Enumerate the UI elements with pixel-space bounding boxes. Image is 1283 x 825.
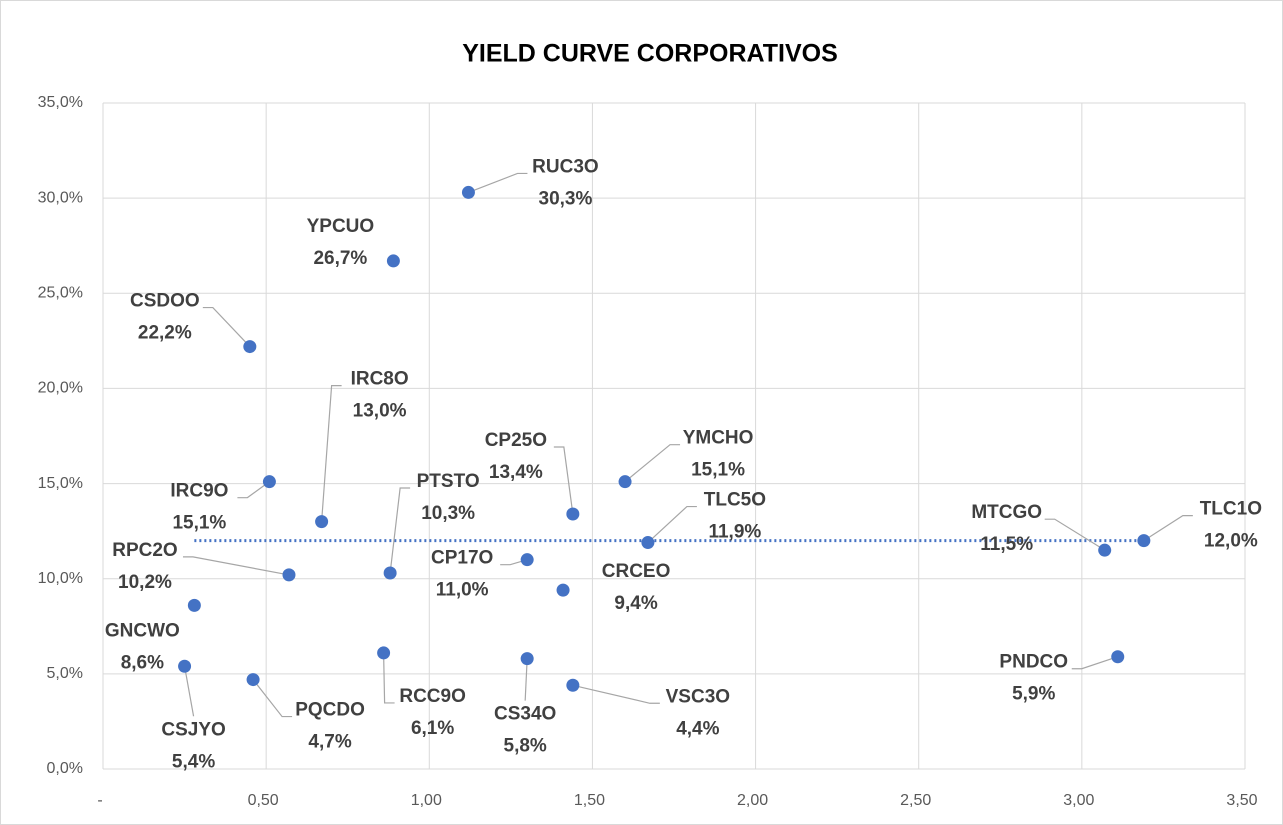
value-label: 11,9%: [708, 522, 761, 543]
value-label: 8,6%: [121, 652, 164, 673]
point-label: RCC9O: [399, 686, 466, 707]
y-tick-label: 15,0%: [38, 475, 83, 492]
point: [520, 652, 534, 666]
value-label: 5,8%: [504, 736, 547, 757]
point: [383, 566, 397, 580]
value-label: 5,9%: [1012, 684, 1055, 705]
point: [1137, 534, 1151, 548]
value-label: 30,3%: [539, 188, 593, 209]
point-label: RUC3O: [532, 156, 599, 177]
point: [262, 475, 276, 489]
point: [386, 254, 400, 268]
point: [566, 507, 580, 521]
leader-line: [383, 652, 395, 704]
chart-title: YIELD CURVE CORPORATIVOS: [462, 40, 838, 68]
value-label: 9,4%: [614, 593, 657, 614]
leader-line: [237, 481, 270, 499]
point-label: TLC5O: [704, 490, 766, 511]
value-label: 11,5%: [980, 534, 1033, 555]
point: [246, 673, 260, 687]
leader-line: [183, 666, 195, 717]
x-tick-label: 2,50: [900, 792, 931, 809]
y-tick-label: 30,0%: [38, 189, 83, 206]
point: [1098, 543, 1112, 557]
point-label: PTSTO: [417, 471, 480, 492]
point: [566, 678, 580, 692]
leader-line: [524, 658, 528, 701]
point-label: CS34O: [494, 704, 556, 725]
point-label: CP17O: [431, 548, 493, 569]
leader-line: [389, 487, 411, 574]
leader-line: [202, 306, 251, 347]
point-label: IRC8O: [351, 369, 409, 390]
leader-line: [572, 684, 660, 704]
point-label: VSC3O: [666, 686, 730, 707]
value-label: 15,1%: [691, 460, 745, 481]
point-label: CSDOO: [130, 291, 200, 312]
value-label: 15,1%: [172, 513, 226, 534]
leader-line: [182, 556, 290, 576]
point-label: MTCGO: [971, 502, 1042, 523]
point-label: TLC1O: [1200, 499, 1262, 520]
y-tick-label: 20,0%: [38, 380, 83, 397]
x-tick-label: 1,50: [574, 792, 605, 809]
value-label: 13,4%: [489, 462, 543, 483]
value-label: 4,7%: [308, 732, 351, 753]
leader-line: [553, 446, 574, 515]
x-tick-label: 0,50: [248, 792, 279, 809]
value-label: 10,2%: [118, 572, 172, 593]
y-tick-label: 5,0%: [47, 665, 83, 682]
point: [377, 646, 391, 660]
value-label: 26,7%: [313, 248, 367, 269]
leader-line: [1071, 656, 1118, 670]
value-label: 13,0%: [353, 401, 407, 422]
y-tick-label: 35,0%: [38, 94, 83, 111]
point-label: CP25O: [485, 430, 547, 451]
point: [187, 598, 201, 612]
point-label: CSJYO: [161, 719, 225, 740]
point: [178, 659, 192, 673]
point: [1111, 650, 1125, 664]
value-label: 5,4%: [172, 751, 215, 772]
point-label: CRCEO: [602, 561, 671, 582]
value-label: 10,3%: [421, 503, 475, 524]
point-label: PNDCO: [999, 652, 1068, 673]
point-label: PQCDO: [295, 700, 365, 721]
x-tick-label: -: [97, 792, 102, 809]
leader-line: [1044, 518, 1106, 551]
value-label: 22,2%: [138, 323, 192, 344]
point-label: IRC9O: [170, 481, 228, 502]
x-tick-label: 1,00: [411, 792, 442, 809]
point-label: RPC2O: [112, 540, 177, 561]
point-label: GNCWO: [105, 620, 180, 641]
leader-line: [647, 505, 697, 544]
leader-line: [252, 679, 293, 718]
point: [641, 536, 655, 550]
y-tick-label: 10,0%: [38, 570, 83, 587]
point: [618, 475, 632, 489]
leader-line: [468, 172, 528, 193]
point: [282, 568, 296, 582]
point: [556, 583, 570, 597]
x-tick-label: 2,00: [737, 792, 768, 809]
point: [520, 553, 534, 567]
point-label: YMCHO: [683, 428, 754, 449]
y-tick-label: 0,0%: [47, 760, 83, 777]
value-label: 4,4%: [676, 718, 719, 739]
value-label: 12,0%: [1204, 531, 1258, 552]
leader-line: [321, 385, 342, 522]
x-tick-label: 3,50: [1226, 792, 1257, 809]
leader-line: [1143, 515, 1193, 542]
value-label: 6,1%: [411, 718, 454, 739]
point: [315, 515, 329, 529]
y-tick-label: 25,0%: [38, 285, 83, 302]
x-tick-label: 3,00: [1063, 792, 1094, 809]
point-label: YPCUO: [307, 216, 375, 237]
leader-line: [624, 444, 681, 483]
point: [461, 185, 475, 199]
value-label: 11,0%: [436, 580, 489, 601]
point: [243, 340, 257, 354]
